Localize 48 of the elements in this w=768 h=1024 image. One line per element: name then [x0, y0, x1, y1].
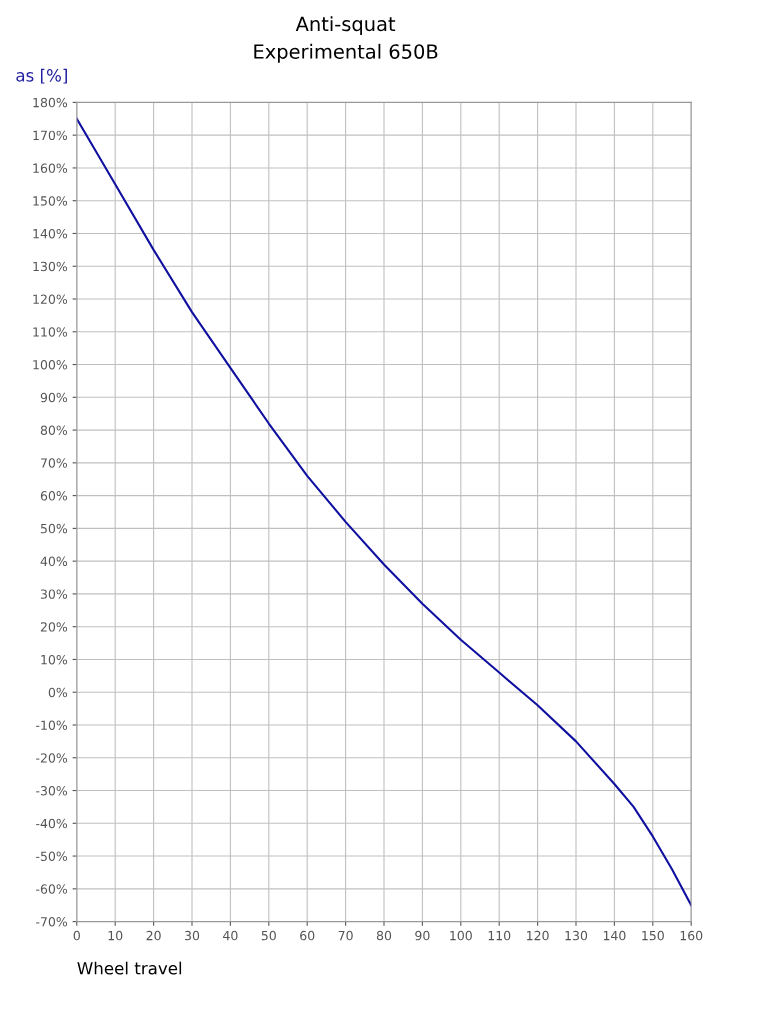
x-tick-label: 10 [108, 930, 123, 941]
y-tick-label: 0% [48, 687, 68, 698]
x-tick-label: 90 [415, 930, 430, 941]
y-tick-label: 30% [40, 589, 68, 599]
y-tick-label: 130% [33, 261, 68, 272]
x-tick-label: 50 [261, 930, 276, 941]
y-tick-label: 50% [40, 523, 68, 534]
y-tick-label: 20% [40, 622, 68, 632]
y-tick-label: 90% [40, 392, 68, 403]
x-tick-label: 60 [300, 930, 315, 941]
y-tick-label: 160% [33, 163, 68, 173]
y-tick-label: 140% [33, 228, 68, 239]
y-tick-label: 180% [33, 97, 68, 108]
y-tick-label: 120% [33, 294, 68, 304]
x-tick-label: 20 [146, 930, 161, 941]
y-tick-label: 40% [40, 556, 68, 567]
x-tick-label: 80 [376, 930, 392, 941]
y-tick-label: 60% [40, 491, 68, 501]
x-tick-label: 150 [642, 930, 664, 941]
chart-subtitle: Experimental 650B [254, 43, 438, 63]
y-tick-label: -50% [36, 851, 68, 861]
y-tick-label: 10% [41, 654, 68, 665]
x-tick-label: 40 [223, 930, 238, 941]
y-tick-label: -60% [36, 884, 68, 894]
y-tick-label: 110% [33, 327, 68, 337]
x-tick-label: 140 [603, 930, 626, 941]
y-tick-label: 150% [33, 196, 68, 206]
y-tick-label: 70% [41, 458, 68, 468]
y-tick-label: 100% [33, 360, 68, 370]
x-tick-label: 70 [338, 930, 353, 941]
chart-title: Anti-squat [295, 16, 396, 36]
y-axis-title: as [%] [16, 68, 67, 84]
line-series [76, 117, 692, 907]
y-tick-label: -70% [36, 917, 68, 927]
y-tick-label: 170% [33, 130, 68, 141]
x-tick-label: 0 [73, 930, 80, 941]
y-tick-label: -30% [36, 786, 68, 796]
x-tick-label: 100 [450, 930, 472, 941]
x-tick-label: 120 [527, 930, 549, 941]
x-axis-title: Wheel travel [77, 961, 182, 975]
y-tick-label: -20% [36, 753, 68, 763]
x-tick-label: 160 [680, 930, 703, 941]
y-tick-label: 80% [40, 425, 68, 436]
x-tick-label: 110 [488, 930, 511, 941]
x-tick-label: 130 [565, 930, 588, 941]
x-tick-label: 30 [185, 930, 200, 941]
y-tick-label: -10% [36, 720, 68, 730]
y-tick-label: -40% [36, 818, 68, 829]
